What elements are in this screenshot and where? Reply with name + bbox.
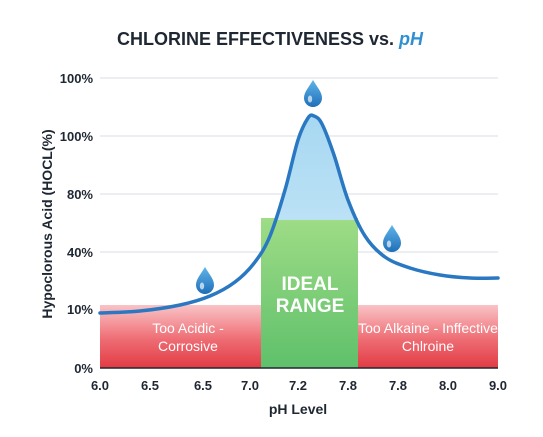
water-drop-icon: [383, 225, 401, 252]
water-drop-icon: [304, 80, 322, 107]
x-tick-label: 7.2: [289, 378, 307, 393]
curve-area: Too Acidic -Corrosive IDEAL RANGE Too Alkai…: [98, 113, 500, 354]
y-tick-label: 100%: [60, 129, 94, 144]
x-tick-label: 6.0: [91, 378, 109, 393]
x-axis-ticks: 6.0 6.5 6.5 7.0 7.2 7.8 7.8 8.0 9.0: [91, 378, 507, 393]
zones: [100, 218, 498, 368]
x-tick-label: 7.0: [241, 378, 259, 393]
zone-label-too_alkaline: Too Alkaine - Inffective Chlroine: [358, 320, 498, 354]
x-tick-label: 7.8: [339, 378, 357, 393]
y-tick-label: 100%: [60, 71, 94, 86]
zone-label-ideal: IDEAL RANGE: [276, 274, 345, 317]
series-line: [98, 113, 500, 315]
y-tick-label: 40%: [67, 245, 93, 260]
zone-label-too_acidic: Too Acidic -Corrosive: [152, 320, 224, 354]
y-tick-label: 0%: [74, 361, 93, 376]
curve-fill: [275, 115, 357, 220]
x-tick-label: 7.8: [389, 378, 407, 393]
zone-ideal: [261, 218, 358, 368]
x-tick-label: 6.5: [194, 378, 212, 393]
x-axis-label: pH Level: [269, 401, 327, 417]
water-drop-icon: [196, 267, 214, 294]
y-tick-label: 80%: [67, 187, 93, 202]
x-tick-label: 9.0: [489, 378, 507, 393]
x-tick-label: 8.0: [439, 378, 457, 393]
x-tick-label: 6.5: [141, 378, 159, 393]
zone-too_acidic: [100, 305, 261, 368]
y-axis-label: Hypoclorous Acid (HOCL(%): [39, 129, 55, 318]
zone-too_alkaline: [358, 305, 498, 368]
chart-title: CHLORINE EFFECTIVENESS vs. pH: [117, 29, 424, 49]
y-tick-label: 10%: [67, 302, 93, 317]
water-drops: [196, 80, 401, 294]
y-axis-ticks: 0% 10% 40% 80% 100% 100%: [60, 71, 94, 376]
